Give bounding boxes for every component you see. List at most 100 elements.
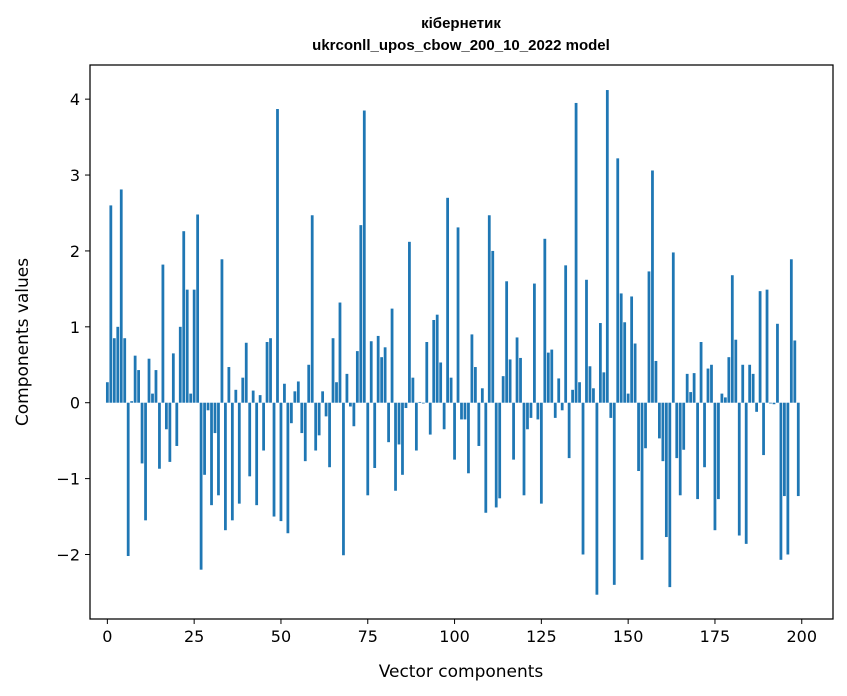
bar-195 — [783, 402, 786, 497]
bar-144 — [605, 90, 609, 403]
y-tick-label: 4 — [70, 90, 80, 109]
bar-154 — [640, 402, 644, 560]
bar-17 — [164, 402, 168, 430]
bar-66 — [335, 382, 338, 403]
bar-100 — [453, 402, 456, 460]
bar-15 — [158, 402, 161, 469]
bar-168 — [689, 392, 693, 403]
bar-53 — [289, 402, 293, 424]
bar-30 — [210, 402, 213, 506]
bar-20 — [175, 402, 179, 446]
bar-83 — [394, 402, 397, 491]
bar-146 — [612, 402, 616, 585]
bar-112 — [494, 402, 498, 508]
bar-1 — [109, 205, 113, 403]
bar-125 — [539, 402, 543, 504]
bar-25 — [192, 289, 196, 403]
bar-96 — [439, 362, 443, 403]
bar-106 — [474, 367, 477, 403]
bar-41 — [248, 402, 252, 477]
bar-24 — [189, 393, 193, 403]
bar-36 — [230, 402, 234, 521]
bar-182 — [737, 402, 741, 536]
bar-185 — [748, 364, 752, 403]
bar-7 — [130, 401, 134, 403]
bar-175 — [713, 402, 717, 531]
bar-48 — [272, 402, 276, 517]
bar-101 — [456, 227, 460, 403]
x-axis-ticks: 0 25 50 75 100 125 150 175 200 — [102, 619, 817, 646]
bar-57 — [303, 402, 307, 462]
y-axis-ticks: −2 −1 0 1 2 3 4 — [56, 90, 90, 564]
bar-76 — [369, 341, 373, 403]
x-tick-label: 175 — [700, 627, 731, 646]
bar-159 — [658, 402, 661, 439]
bar-2 — [112, 338, 116, 403]
bar-172 — [703, 402, 706, 468]
x-tick-label: 25 — [184, 627, 204, 646]
bar-155 — [644, 402, 647, 449]
bar-97 — [442, 402, 446, 430]
bar-67 — [338, 302, 342, 403]
bar-158 — [654, 360, 658, 403]
bar-37 — [234, 389, 238, 403]
bar-178 — [723, 397, 727, 403]
bar-190 — [765, 289, 769, 403]
bar-133 — [567, 402, 571, 459]
y-tick-label: 3 — [70, 166, 80, 185]
bar-79 — [380, 357, 384, 403]
x-tick-label: 100 — [439, 627, 470, 646]
bar-152 — [633, 343, 637, 403]
bar-199 — [796, 402, 800, 497]
x-tick-label: 50 — [271, 627, 291, 646]
bar-22 — [182, 231, 186, 403]
bar-119 — [519, 357, 522, 403]
bar-71 — [352, 402, 356, 427]
bar-137 — [581, 402, 585, 555]
bar-62 — [321, 391, 325, 403]
bar-105 — [470, 334, 474, 403]
y-tick-label: −2 — [56, 545, 80, 564]
bar-series — [105, 90, 800, 595]
chart-title: кібернетик — [421, 15, 501, 32]
bar-88 — [411, 377, 415, 403]
bar-115 — [505, 281, 509, 403]
bar-131 — [560, 402, 564, 411]
bar-160 — [661, 402, 665, 462]
bar-166 — [682, 402, 686, 450]
bar-167 — [685, 373, 689, 403]
bar-42 — [251, 390, 255, 403]
bar-151 — [630, 296, 634, 403]
bar-102 — [460, 402, 463, 420]
bar-109 — [484, 402, 488, 513]
bar-177 — [720, 393, 724, 403]
bar-140 — [592, 388, 595, 403]
bar-197 — [789, 259, 793, 403]
bar-6 — [126, 402, 130, 557]
y-tick-label: 1 — [70, 318, 80, 337]
bar-5 — [123, 338, 127, 403]
bar-104 — [467, 402, 470, 474]
bar-110 — [487, 215, 491, 403]
bar-198 — [793, 340, 797, 403]
bar-13 — [151, 393, 154, 403]
y-axis-label: Components values — [13, 258, 33, 426]
bar-35 — [227, 367, 231, 403]
bar-11 — [144, 402, 147, 521]
bar-61 — [317, 402, 321, 436]
bar-176 — [717, 402, 720, 500]
bar-81 — [387, 402, 390, 443]
bar-46 — [265, 342, 269, 403]
bar-153 — [637, 402, 640, 472]
bar-33 — [220, 259, 224, 403]
bar-74 — [362, 110, 366, 403]
bar-32 — [217, 402, 220, 496]
bar-68 — [342, 402, 345, 556]
bar-28 — [203, 402, 206, 475]
bar-128 — [550, 349, 554, 403]
bar-107 — [477, 402, 481, 446]
bar-156 — [647, 271, 651, 403]
bar-85 — [401, 402, 404, 475]
